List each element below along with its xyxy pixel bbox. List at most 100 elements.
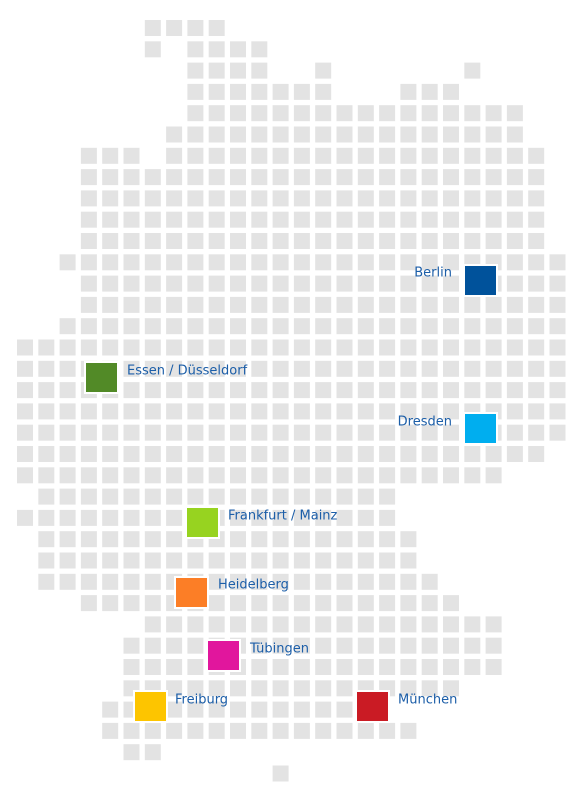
tile <box>187 83 204 100</box>
tile <box>166 446 183 462</box>
tile <box>208 467 225 484</box>
tile <box>357 467 374 484</box>
tile <box>80 573 97 590</box>
tile <box>208 573 225 590</box>
tile <box>123 531 140 548</box>
tile <box>400 318 417 335</box>
tile <box>166 190 183 207</box>
tile <box>336 680 353 697</box>
tile <box>506 126 523 143</box>
tile <box>80 467 97 484</box>
city-label: Berlin <box>414 266 452 281</box>
tile <box>272 701 289 718</box>
city-label: München <box>398 693 457 708</box>
tile <box>443 680 459 697</box>
tile <box>464 190 481 207</box>
tile <box>549 275 566 292</box>
tile <box>187 62 204 79</box>
tile <box>144 254 161 271</box>
tile <box>400 573 417 590</box>
tile <box>230 147 246 164</box>
tile <box>208 446 225 462</box>
tile <box>400 126 417 143</box>
tile <box>144 446 161 462</box>
tile <box>166 722 183 739</box>
tile <box>272 424 289 441</box>
tile <box>357 446 374 462</box>
tile <box>166 509 183 526</box>
tile <box>17 403 33 420</box>
tile <box>59 467 76 484</box>
tile <box>230 83 246 100</box>
tile <box>400 83 417 100</box>
tile <box>144 424 161 441</box>
tile <box>421 147 438 164</box>
tile <box>293 509 310 526</box>
tile <box>293 339 310 356</box>
tile <box>187 147 204 164</box>
tile <box>293 467 310 484</box>
tile <box>528 190 545 207</box>
tile <box>272 765 289 782</box>
tile <box>379 616 396 633</box>
tile <box>102 446 119 462</box>
tile <box>400 339 417 356</box>
tile <box>443 169 459 186</box>
tile <box>272 637 289 654</box>
tile <box>166 233 183 249</box>
tile <box>187 616 204 633</box>
city-marker <box>174 576 209 609</box>
tile <box>230 446 246 462</box>
tile <box>59 254 76 271</box>
tile <box>59 403 76 420</box>
tile <box>80 488 97 505</box>
tile <box>336 147 353 164</box>
tile <box>357 254 374 271</box>
tile <box>443 126 459 143</box>
tile <box>336 382 353 399</box>
tile <box>336 126 353 143</box>
tile <box>293 190 310 207</box>
tile <box>208 701 225 718</box>
tile-grid <box>17 20 566 782</box>
tile <box>102 254 119 271</box>
tile <box>421 595 438 612</box>
tile <box>144 190 161 207</box>
tile <box>144 296 161 313</box>
tile <box>336 360 353 377</box>
tile <box>485 147 502 164</box>
tile <box>549 424 566 441</box>
tile <box>336 637 353 654</box>
tile <box>230 616 246 633</box>
tile <box>357 211 374 228</box>
tile <box>293 211 310 228</box>
tile <box>251 722 268 739</box>
tile <box>357 296 374 313</box>
tile <box>166 616 183 633</box>
tile <box>187 403 204 420</box>
tile <box>506 339 523 356</box>
tile <box>506 424 523 441</box>
tile <box>59 509 76 526</box>
tile <box>230 41 246 58</box>
tile <box>272 659 289 675</box>
tile <box>336 233 353 249</box>
tile <box>144 275 161 292</box>
tile <box>230 722 246 739</box>
tile <box>166 254 183 271</box>
city-marker <box>133 690 168 723</box>
tile <box>506 147 523 164</box>
tile <box>187 233 204 249</box>
tile <box>251 233 268 249</box>
tile <box>166 20 183 36</box>
tile <box>443 296 459 313</box>
city-marker <box>84 361 119 394</box>
tile <box>123 254 140 271</box>
tile <box>379 488 396 505</box>
tile <box>272 467 289 484</box>
tile <box>400 616 417 633</box>
tile <box>357 403 374 420</box>
tile <box>400 531 417 548</box>
tile <box>144 531 161 548</box>
tile <box>230 382 246 399</box>
